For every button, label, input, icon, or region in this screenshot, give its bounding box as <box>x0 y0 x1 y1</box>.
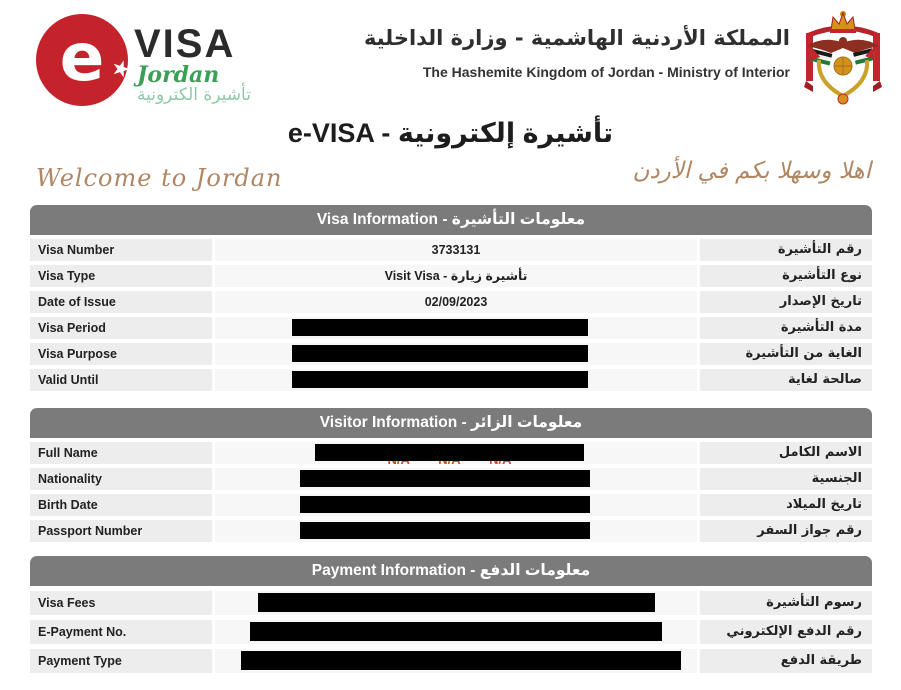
row-label-en: Full Name <box>30 442 212 464</box>
table-row: Passport Number رقم جواز السفر <box>30 520 872 542</box>
row-label-ar: الجنسية <box>700 468 872 490</box>
row-label-ar: رقم التأشيرة <box>700 239 872 261</box>
redaction-bar <box>300 522 590 539</box>
redaction-bar <box>315 444 584 461</box>
row-label-ar: تاريخ الميلاد <box>700 494 872 516</box>
row-value <box>215 468 697 490</box>
row-label-en: Visa Period <box>30 317 212 339</box>
redaction-bar <box>300 470 590 487</box>
section-header: Payment Information - معلومات الدفع <box>30 556 872 586</box>
row-label-en: Visa Type <box>30 265 212 287</box>
row-value <box>215 369 697 391</box>
row-label-en: Visa Number <box>30 239 212 261</box>
ministry-title-arabic: المملكة الأردنية الهاشمية - وزارة الداخل… <box>363 26 790 50</box>
page-title: e-VISA - تأشيرة إلكترونية <box>287 118 614 148</box>
row-value <box>215 649 697 673</box>
welcome-script-english: Welcome to Jordan <box>36 164 283 192</box>
row-label-en: Payment Type <box>30 649 212 673</box>
row-label-en: Valid Until <box>30 369 212 391</box>
row-label-en: Date of Issue <box>30 291 212 313</box>
row-label-en: Nationality <box>30 468 212 490</box>
logo-arabic-tagline: تأشيرة الكترونية <box>137 85 251 105</box>
ministry-title-english: The Hashemite Kingdom of Jordan - Minist… <box>422 64 790 80</box>
row-label-ar: صالحة لغاية <box>700 369 872 391</box>
table-row: Full NameN/A N/A N/Aالاسم الكامل <box>30 442 872 464</box>
row-label-ar: طريقة الدفع <box>700 649 872 673</box>
jordan-coat-of-arms-icon <box>799 8 887 111</box>
evisa-logo-circle: e ★ <box>36 14 135 106</box>
table-row: Visa Period مدة التأشيرة <box>30 317 872 339</box>
row-label-ar: نوع التأشيرة <box>700 265 872 287</box>
redaction-bar <box>250 622 662 641</box>
row-label-ar: الغاية من التأشيرة <box>700 343 872 365</box>
logo-e-letter: e <box>59 19 105 96</box>
row-label-en: Passport Number <box>30 520 212 542</box>
row-value <box>215 317 697 339</box>
section-header: Visa Information - معلومات التأشيرة <box>30 205 872 235</box>
redaction-bar <box>292 371 588 388</box>
redaction-bar <box>241 651 681 670</box>
row-label-ar: الاسم الكامل <box>700 442 872 464</box>
section-visitor-information: Visitor Information - معلومات الزائر Full… <box>30 408 872 542</box>
row-value <box>215 343 697 365</box>
section-header: Visitor Information - معلومات الزائر <box>30 408 872 438</box>
row-label-en: Birth Date <box>30 494 212 516</box>
row-label-ar: رسوم التأشيرة <box>700 591 872 615</box>
row-value <box>215 620 697 644</box>
row-label-en: Visa Purpose <box>30 343 212 365</box>
redaction-bar <box>300 496 590 513</box>
table-row: Visa Number 3733131 رقم التأشيرة <box>30 239 872 261</box>
row-label-en: Visa Fees <box>30 591 212 615</box>
row-label-ar: تاريخ الإصدار <box>700 291 872 313</box>
row-value <box>215 520 697 542</box>
row-label-ar: مدة التأشيرة <box>700 317 872 339</box>
welcome-script-arabic: اهلا وسهلا بكم في الأردن <box>632 158 871 184</box>
row-value: N/A N/A N/A <box>215 442 697 464</box>
table-row: Visa Purpose الغاية من التأشيرة <box>30 343 872 365</box>
redaction-bar <box>292 345 588 362</box>
row-label-ar: رقم الدفع الإلكتروني <box>700 620 872 644</box>
row-value: Visit Visa - تأشيرة زيارة <box>215 265 697 287</box>
section-visa-information: Visa Information - معلومات التأشيرة Visa … <box>30 205 872 391</box>
table-row: Payment Type طريقة الدفع <box>30 649 872 673</box>
table-row: E-Payment No. رقم الدفع الإلكتروني <box>30 620 872 644</box>
table-row: Visa Type Visit Visa - تأشيرة زيارة نوع ال… <box>30 265 872 287</box>
logo-visa-text: VISA <box>134 22 236 66</box>
redaction-bar <box>258 593 655 612</box>
row-value: 3733131 <box>215 239 697 261</box>
table-row: Date of Issue 02/09/2023 تاريخ الإصدار <box>30 291 872 313</box>
table-row: Valid Until صالحة لغاية <box>30 369 872 391</box>
table-row: Nationality الجنسية <box>30 468 872 490</box>
row-value <box>215 591 697 615</box>
table-row: Birth Date تاريخ الميلاد <box>30 494 872 516</box>
row-value <box>215 494 697 516</box>
section-payment-information: Payment Information - معلومات الدفع Visa … <box>30 556 872 673</box>
row-label-ar: رقم جواز السفر <box>700 520 872 542</box>
table-row: Visa Fees رسوم التأشيرة <box>30 591 872 615</box>
row-value: 02/09/2023 <box>215 291 697 313</box>
logo-jordan-text: Jordan <box>137 62 220 88</box>
redaction-bar <box>292 319 588 336</box>
row-label-en: E-Payment No. <box>30 620 212 644</box>
